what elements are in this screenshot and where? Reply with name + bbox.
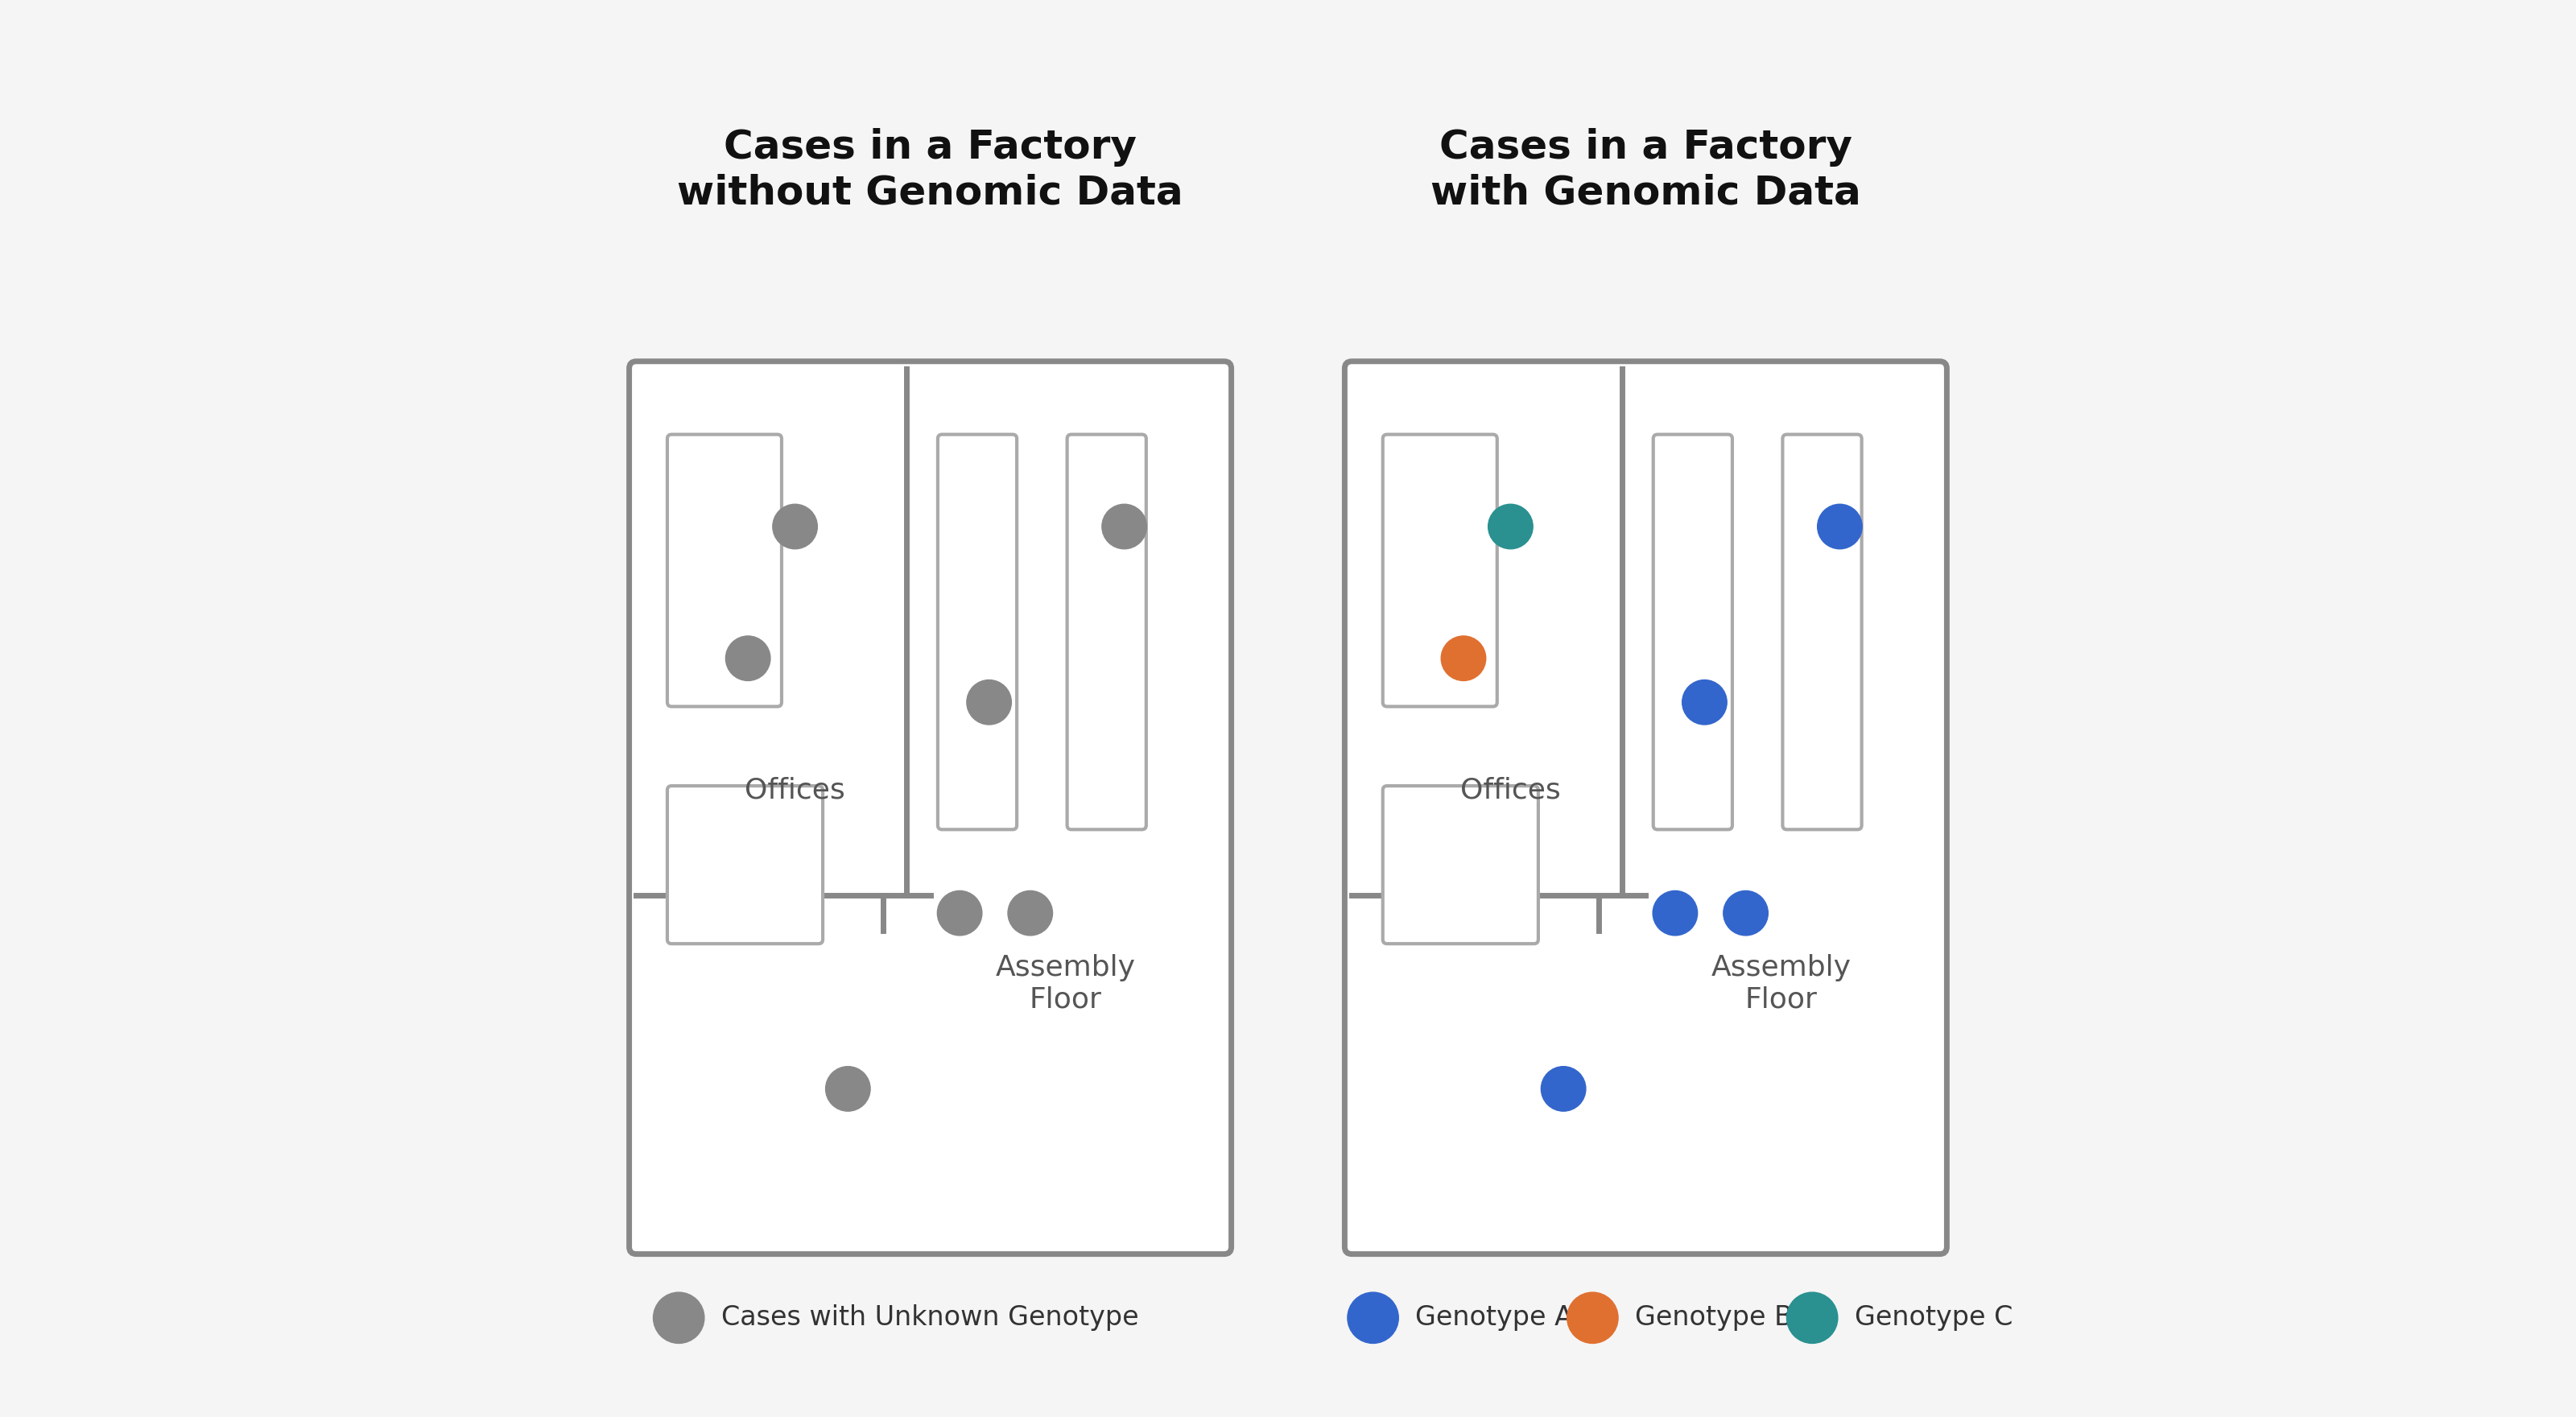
FancyBboxPatch shape [667, 435, 781, 707]
Circle shape [1347, 1292, 1399, 1343]
Circle shape [1007, 891, 1054, 935]
Text: Cases in a Factory
without Genomic Data: Cases in a Factory without Genomic Data [677, 129, 1182, 211]
Circle shape [1788, 1292, 1837, 1343]
Circle shape [773, 504, 817, 548]
FancyBboxPatch shape [1383, 786, 1538, 944]
Circle shape [938, 891, 981, 935]
Text: Offices: Offices [744, 777, 845, 803]
Text: Cases in a Factory
with Genomic Data: Cases in a Factory with Genomic Data [1430, 129, 1860, 211]
FancyBboxPatch shape [1783, 435, 1862, 829]
Text: Cases with Unknown Genotype: Cases with Unknown Genotype [721, 1305, 1139, 1331]
Circle shape [1489, 504, 1533, 548]
Circle shape [654, 1292, 703, 1343]
Text: Assembly
Floor: Assembly Floor [994, 954, 1136, 1013]
Circle shape [1540, 1067, 1587, 1111]
FancyBboxPatch shape [1654, 435, 1731, 829]
FancyBboxPatch shape [1066, 435, 1146, 829]
FancyBboxPatch shape [629, 361, 1231, 1254]
Text: Genotype B: Genotype B [1636, 1305, 1793, 1331]
Circle shape [824, 1067, 871, 1111]
Circle shape [1566, 1292, 1618, 1343]
Circle shape [1682, 680, 1726, 724]
FancyBboxPatch shape [938, 435, 1018, 829]
Text: Genotype A: Genotype A [1417, 1305, 1574, 1331]
Text: Genotype C: Genotype C [1855, 1305, 2012, 1331]
Text: Assembly
Floor: Assembly Floor [1710, 954, 1852, 1013]
Text: Offices: Offices [1461, 777, 1561, 803]
FancyBboxPatch shape [1383, 435, 1497, 707]
Circle shape [1103, 504, 1146, 548]
Circle shape [1819, 504, 1862, 548]
Circle shape [1723, 891, 1767, 935]
Circle shape [966, 680, 1012, 724]
FancyBboxPatch shape [667, 786, 822, 944]
Circle shape [1440, 636, 1486, 680]
FancyBboxPatch shape [1345, 361, 1947, 1254]
Circle shape [726, 636, 770, 680]
Circle shape [1654, 891, 1698, 935]
